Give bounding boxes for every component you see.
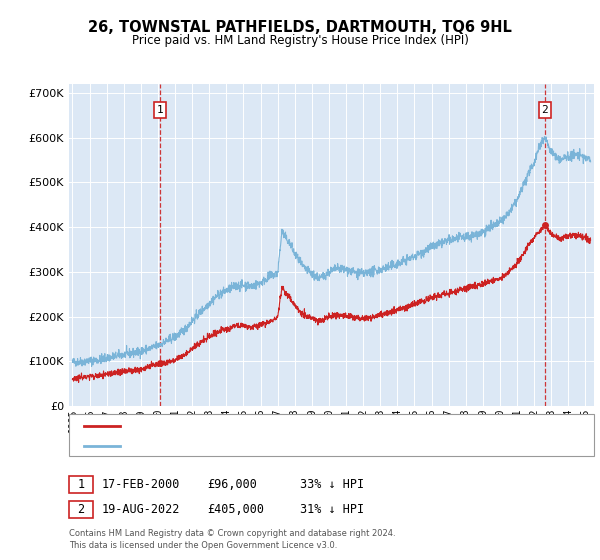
- Text: £96,000: £96,000: [207, 478, 257, 491]
- Text: 19-AUG-2022: 19-AUG-2022: [102, 503, 181, 516]
- Text: 26, TOWNSTAL PATHFIELDS, DARTMOUTH, TQ6 9HL: 26, TOWNSTAL PATHFIELDS, DARTMOUTH, TQ6 …: [88, 20, 512, 35]
- Text: Contains HM Land Registry data © Crown copyright and database right 2024.
This d: Contains HM Land Registry data © Crown c…: [69, 529, 395, 550]
- Text: 26, TOWNSTAL PATHFIELDS, DARTMOUTH, TQ6 9HL (detached house): 26, TOWNSTAL PATHFIELDS, DARTMOUTH, TQ6 …: [126, 421, 487, 431]
- Text: 2: 2: [77, 503, 85, 516]
- Text: 17-FEB-2000: 17-FEB-2000: [102, 478, 181, 491]
- Text: HPI: Average price, detached house, South Hams: HPI: Average price, detached house, Sout…: [126, 441, 382, 451]
- Text: 1: 1: [157, 105, 163, 115]
- Text: 2: 2: [541, 105, 548, 115]
- Text: Price paid vs. HM Land Registry's House Price Index (HPI): Price paid vs. HM Land Registry's House …: [131, 34, 469, 46]
- Text: 33% ↓ HPI: 33% ↓ HPI: [300, 478, 364, 491]
- Text: 31% ↓ HPI: 31% ↓ HPI: [300, 503, 364, 516]
- Text: £405,000: £405,000: [207, 503, 264, 516]
- Text: 1: 1: [77, 478, 85, 491]
